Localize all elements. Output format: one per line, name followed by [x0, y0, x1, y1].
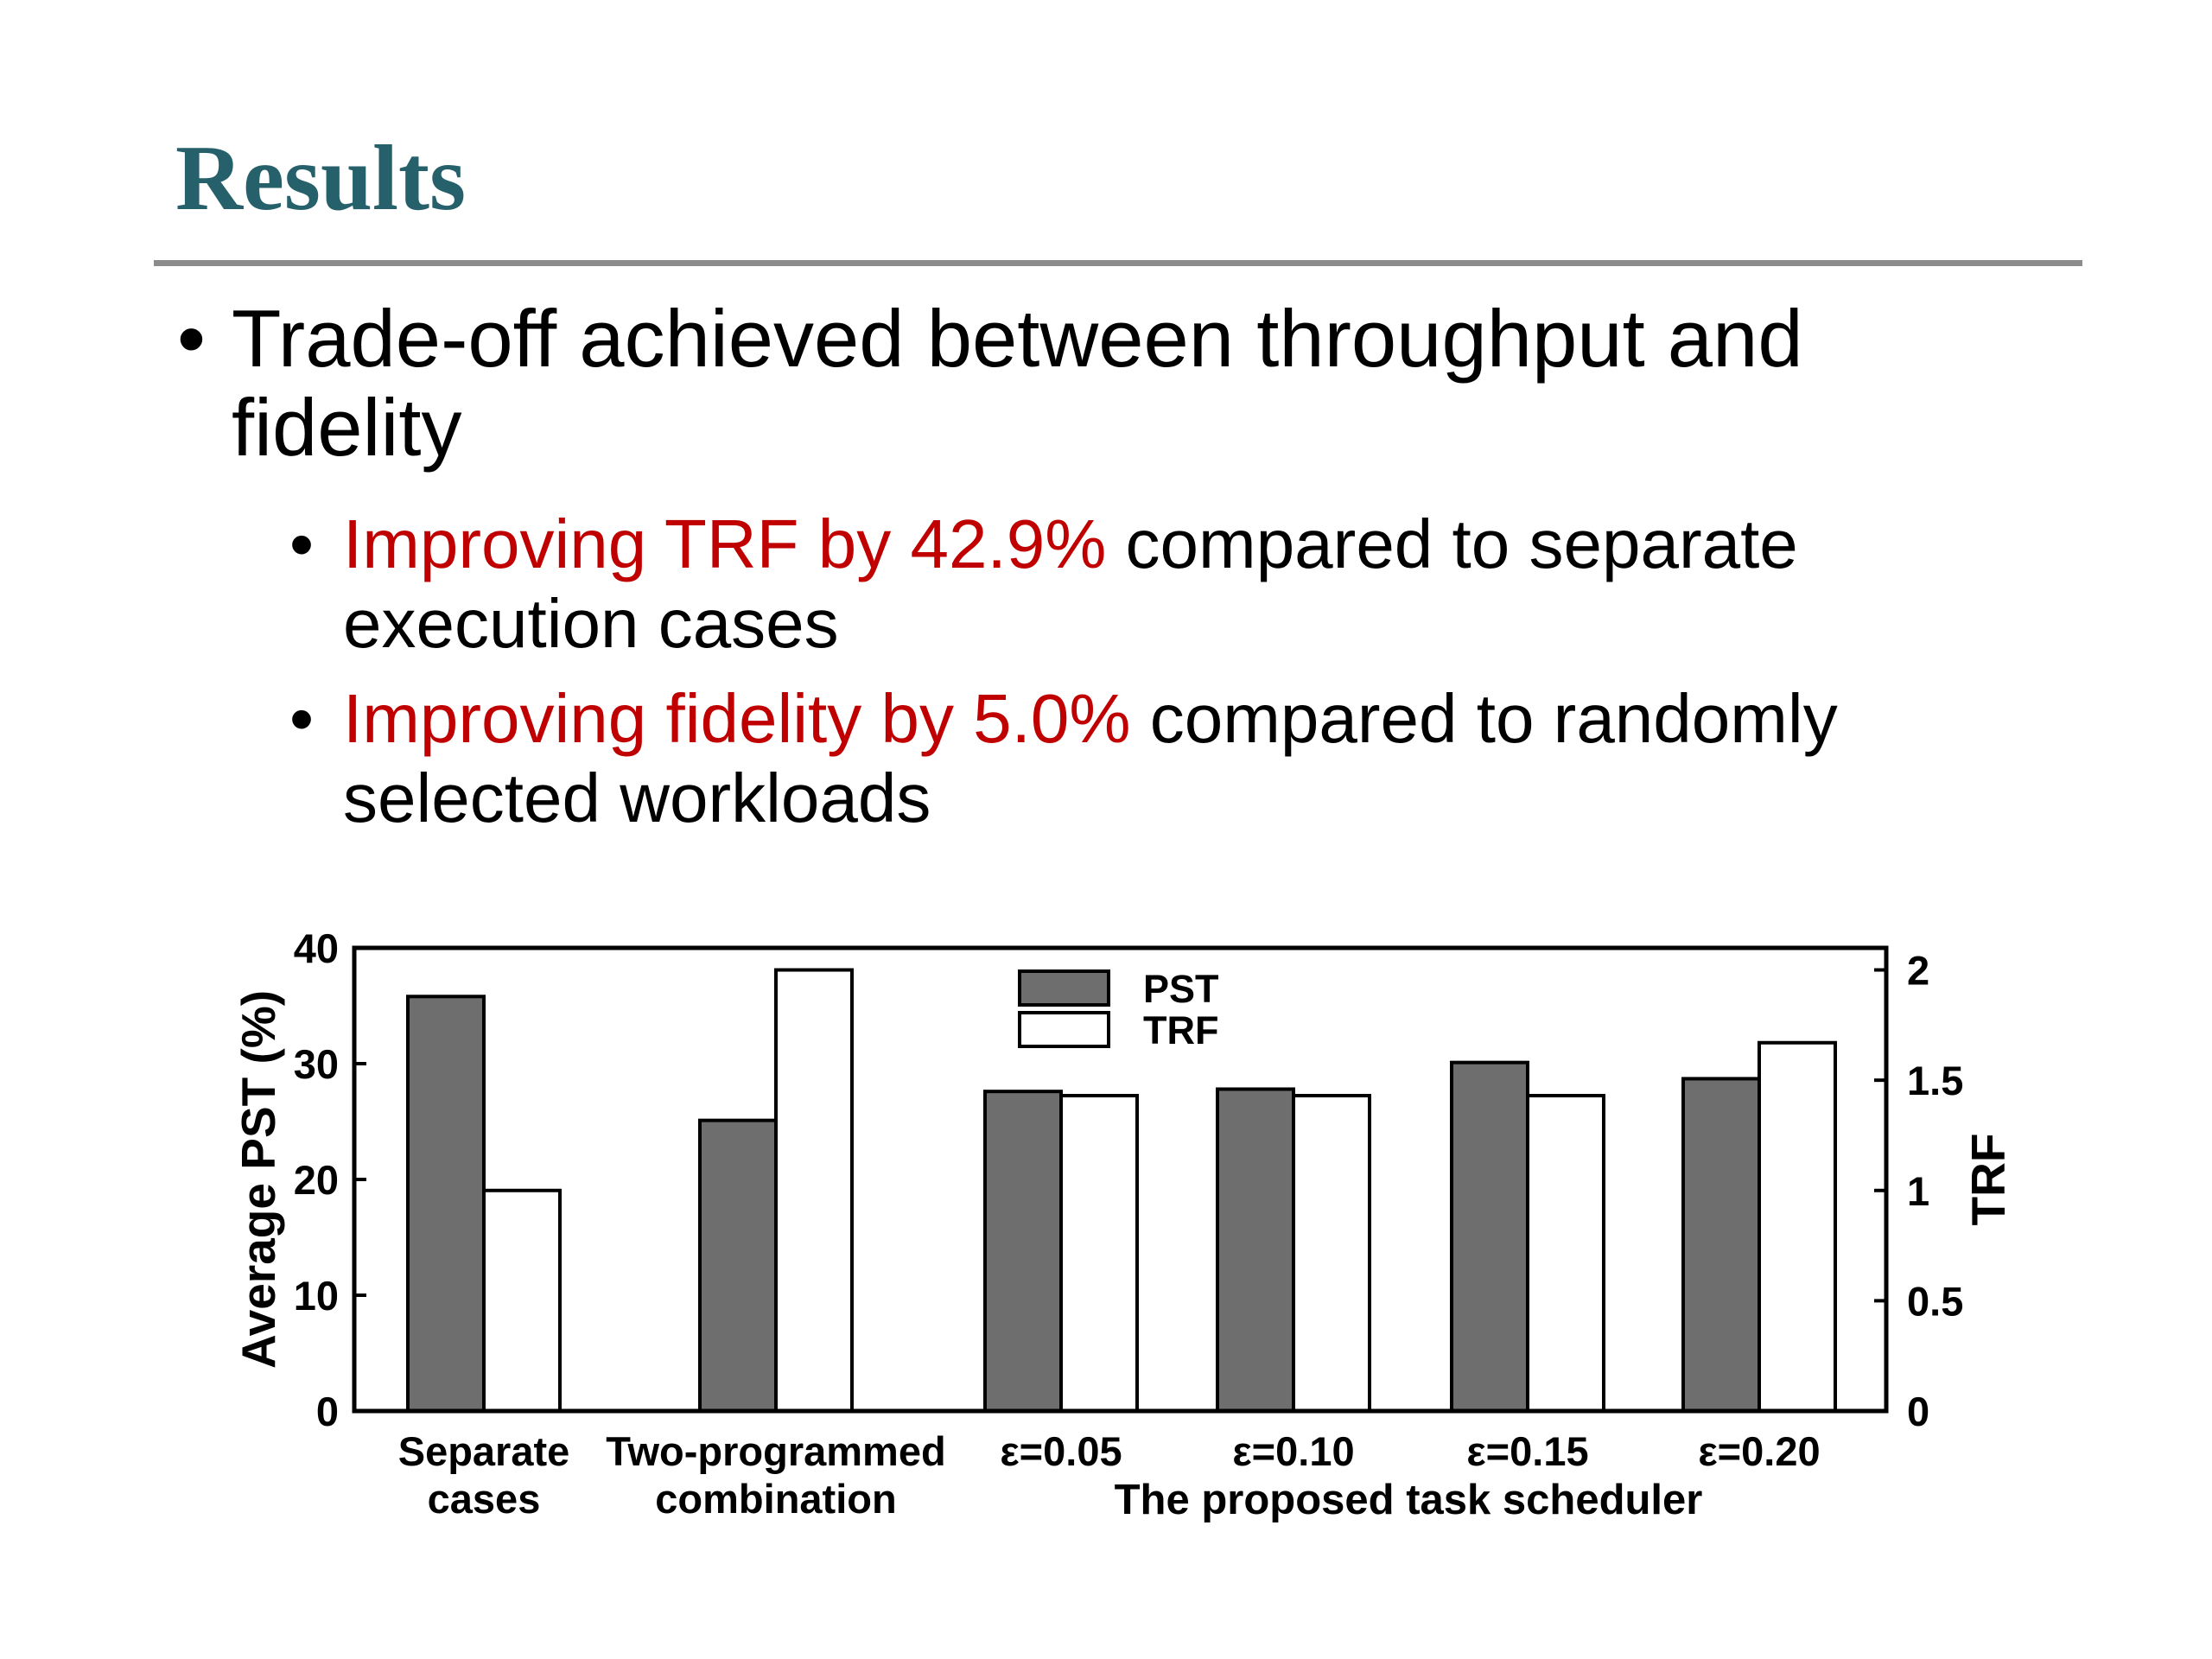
sub-bullet-trf: Improving TRF by 42.9% compared to separ…: [343, 505, 2028, 664]
sub-bullet-marker: •: [289, 680, 315, 757]
bar-trf: [1059, 1094, 1139, 1413]
x-tick-label: cases: [428, 1476, 541, 1522]
bars-layer: [406, 968, 1837, 1414]
bar-pst: [698, 1118, 778, 1414]
legend: PST TRF: [1018, 967, 1219, 1052]
y-left-tick-label: 10: [294, 1273, 339, 1319]
y-left-tick-label: 40: [294, 925, 339, 971]
bar-pst: [983, 1090, 1063, 1414]
y-axis-left-label: Average PST (%): [232, 990, 285, 1369]
legend-swatch-pst: [1018, 969, 1110, 1007]
main-bullet: Trade-off achieved between throughput an…: [232, 293, 1803, 473]
bar-trf: [1758, 1040, 1837, 1414]
x-tick-label: ε=0.05: [1000, 1428, 1122, 1474]
ticks-layer: [354, 946, 1886, 1413]
sub-bullet-fidelity: Improving fidelity by 5.0% compared to r…: [343, 679, 2028, 838]
bar-trf: [482, 1188, 562, 1414]
sub-bullet-highlight: Improving TRF by 42.9%: [343, 505, 1107, 582]
x-tick-label: Separate: [398, 1428, 570, 1474]
bar-pst: [1216, 1087, 1295, 1413]
bar-trf: [774, 968, 854, 1413]
legend-swatch-trf: [1018, 1011, 1110, 1048]
y-right-tick-label: 1: [1907, 1168, 1929, 1214]
sub-bullet-highlight: Improving fidelity by 5.0%: [343, 680, 1131, 757]
group-label: The proposed task scheduler: [1115, 1477, 1703, 1523]
bar-pst: [1450, 1060, 1529, 1414]
bar-trf: [1526, 1094, 1605, 1413]
x-tick-label: ε=0.20: [1698, 1428, 1820, 1474]
y-right-tick-label: 2: [1907, 948, 1929, 994]
title-divider: [154, 260, 2082, 266]
y-left-tick-label: 0: [316, 1389, 339, 1434]
legend-label-pst: PST: [1143, 967, 1219, 1011]
y-left-tick-label: 20: [294, 1157, 339, 1203]
sub-bullet-text: compared to randomly selected workloads: [343, 680, 1838, 836]
y-left-tick-label: 30: [294, 1041, 339, 1087]
x-tick-label: Two-programmed: [606, 1428, 945, 1474]
y-right-tick-label: 1.5: [1907, 1058, 1963, 1103]
y-right-tick-label: 0: [1907, 1389, 1929, 1434]
bar-trf: [1292, 1094, 1371, 1413]
y-axis-right-label: TRF: [1961, 1134, 2015, 1226]
sub-bullet-text: compared to separate execution cases: [343, 505, 1798, 662]
legend-label-trf: TRF: [1143, 1008, 1218, 1052]
bar-pst: [406, 995, 486, 1414]
bar-pst: [1681, 1077, 1761, 1414]
y-right-tick-label: 0.5: [1907, 1278, 1963, 1324]
slide-title: Results: [175, 127, 467, 230]
bullet-marker: •: [177, 293, 206, 384]
x-tick-label: ε=0.10: [1232, 1428, 1354, 1474]
x-tick-label: combination: [655, 1476, 896, 1522]
x-tick-label: ε=0.15: [1466, 1428, 1588, 1474]
sub-bullet-marker: •: [289, 505, 315, 582]
